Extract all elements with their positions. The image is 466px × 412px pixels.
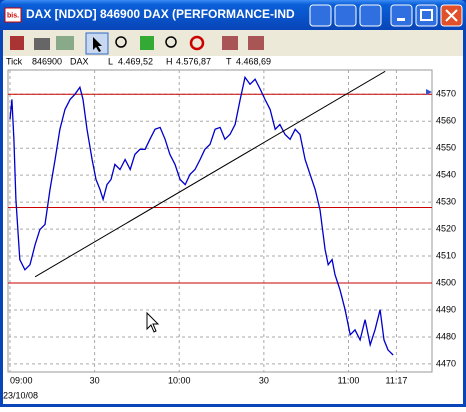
tool-button[interactable] [222, 36, 238, 50]
minimize-button[interactable] [390, 4, 413, 27]
tool-glyph [93, 37, 102, 52]
toolbar [10, 32, 264, 55]
tool-button[interactable] [140, 36, 154, 50]
window-title: DAX [NDXD] 846900 DAX (PERFORMANCE-IND [26, 7, 295, 21]
app-icon [4, 7, 22, 23]
tool-button[interactable] [34, 38, 50, 50]
x-tick-label: 09:00 [10, 375, 33, 385]
title-buttons [309, 4, 463, 27]
y-tick-label: 4540 [436, 170, 456, 180]
info-last-label: T [226, 56, 232, 66]
maximize-button[interactable] [415, 4, 438, 27]
info-low-label: L [108, 56, 113, 66]
y-tick-label: 4560 [436, 116, 456, 126]
y-tick-label: 4470 [436, 358, 456, 368]
y-tick-label: 4530 [436, 197, 456, 207]
x-tick-label: 30 [90, 375, 100, 385]
minimize-glyph [397, 18, 405, 21]
app-icon-text: bis. [7, 12, 19, 19]
x-tick-label: 11:17 [386, 375, 408, 385]
info-mode: Tick [6, 56, 23, 66]
info-wkn: 846900 [32, 56, 62, 66]
tool-button[interactable] [165, 36, 177, 48]
y-tick-label: 4500 [436, 277, 456, 287]
y-tick-label: 4480 [436, 331, 456, 341]
last-price-pointer [426, 89, 432, 95]
tool-button[interactable] [56, 36, 74, 50]
x-tick-label: 10:00 [168, 375, 191, 385]
y-tick-label: 4550 [436, 143, 456, 153]
y-tick-label: 4490 [436, 304, 456, 314]
info-last: 4.468,69 [236, 56, 271, 66]
close-glyph [445, 9, 458, 22]
plot-area [7, 69, 433, 373]
y-tick-label: 4570 [436, 89, 456, 99]
app-button[interactable] [309, 4, 332, 27]
tool-button[interactable] [189, 35, 205, 51]
date-label: 23/10/08 [3, 390, 38, 400]
x-tick-label: 30 [259, 375, 269, 385]
title-clip: DAX [NDXD] 846900 DAX (PERFORMANCE-IND [26, 7, 295, 21]
mouse-cursor [146, 311, 160, 333]
y-tick-label: 4510 [436, 250, 456, 260]
info-high: 4.576,87 [176, 56, 211, 66]
tool-button[interactable] [115, 36, 127, 48]
price-line [9, 75, 394, 356]
maximize-glyph [420, 9, 433, 21]
info-low: 4.469,52 [118, 56, 153, 66]
tool-button[interactable] [248, 36, 264, 50]
trend-line [34, 70, 386, 278]
app-button[interactable] [334, 4, 357, 27]
info-high-label: H [166, 56, 173, 66]
info-name: DAX [70, 56, 89, 66]
y-tick-label: 4520 [436, 223, 456, 233]
tool-button[interactable] [10, 36, 24, 50]
plot: 4470 4480 4490 4500 4510 4520 4530 4540 4550 4560… [8, 70, 456, 385]
x-tick-label: 11:00 [338, 375, 360, 385]
app-button[interactable] [359, 4, 382, 27]
info-line: Tick 846900 DAX L 4.469,52 H 4.576,87 T … [6, 56, 271, 66]
